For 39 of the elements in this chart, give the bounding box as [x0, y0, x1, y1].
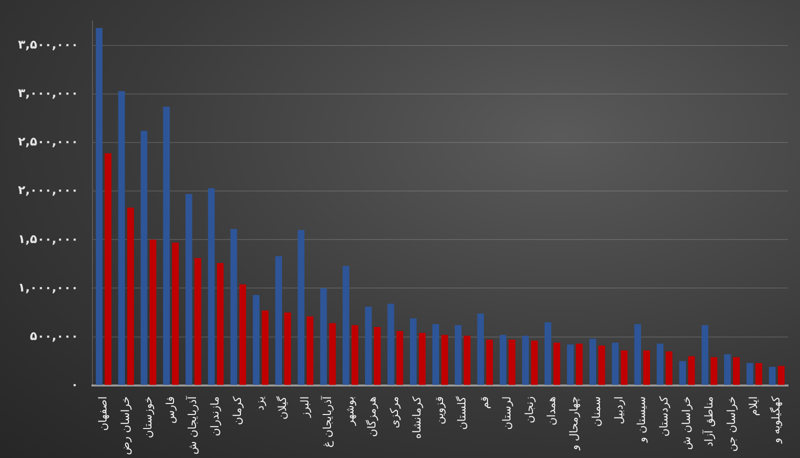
x-tick-label: البرز: [298, 396, 312, 418]
y-tick-label: ۱,۵۰۰,۰۰۰: [18, 232, 78, 246]
x-tick-label: همدان: [545, 396, 558, 426]
x-tick-label: خوزستان: [141, 396, 154, 438]
y-tick-label: ۱,۰۰۰,۰۰۰: [18, 280, 78, 294]
x-tick-label: قم: [478, 396, 491, 409]
x-tick-label: بوشهر: [343, 396, 356, 426]
x-tick-label: آذربایجان ش: [185, 395, 200, 455]
x-tick-label: لرستان: [500, 396, 514, 430]
x-tick-label: اردبیل: [612, 396, 626, 424]
x-tick-label: اصفهان: [96, 396, 110, 431]
x-tick-label: گیلان: [276, 396, 289, 420]
x-tick-label: فارس: [164, 396, 177, 424]
x-tick-label: گلستان: [455, 396, 468, 430]
x-tick-label: خراسان رض: [118, 396, 132, 456]
x-tick-label: خراسان ش: [680, 396, 693, 450]
y-tick-label: ۰: [71, 377, 78, 392]
y-tick-label: ۲,۵۰۰,۰۰۰: [18, 134, 78, 149]
y-tick-label: ۳,۰۰۰,۰۰۰: [18, 86, 78, 100]
x-tick-label: کرمانشاه: [410, 396, 424, 439]
x-tick-label: سمنان: [590, 396, 604, 427]
x-tick-label: ایلام: [747, 396, 760, 416]
x-tick-label: زنجان: [522, 396, 536, 424]
x-tick-label: یزد: [254, 396, 267, 410]
x-tick-label: مرکزی: [388, 396, 402, 428]
x-tick-label: کهگیلویه و: [770, 396, 783, 444]
x-tick-label: قزوین: [433, 396, 446, 424]
x-tick-label: کرمان: [231, 396, 244, 425]
x-tick-label: هرمزگان: [366, 396, 379, 437]
y-tick-label: ۳,۵۰۰,۰۰۰: [18, 38, 78, 52]
x-tick-label: کردستان: [657, 396, 670, 436]
x-tick-label: آذربایجان غ: [320, 395, 334, 448]
x-tick-label: سیستان و: [635, 396, 648, 444]
x-tick-label: مازندران: [208, 396, 222, 436]
y-tick-label: ۵۰۰,۰۰۰: [30, 328, 78, 343]
y-tick-label: ۲,۰۰۰,۰۰۰: [18, 183, 78, 198]
x-tick-label: چهارمحال و: [568, 396, 581, 452]
x-tick-label: خراسان جن: [724, 396, 738, 452]
x-tick-label: مناطق آزاد: [701, 396, 716, 447]
